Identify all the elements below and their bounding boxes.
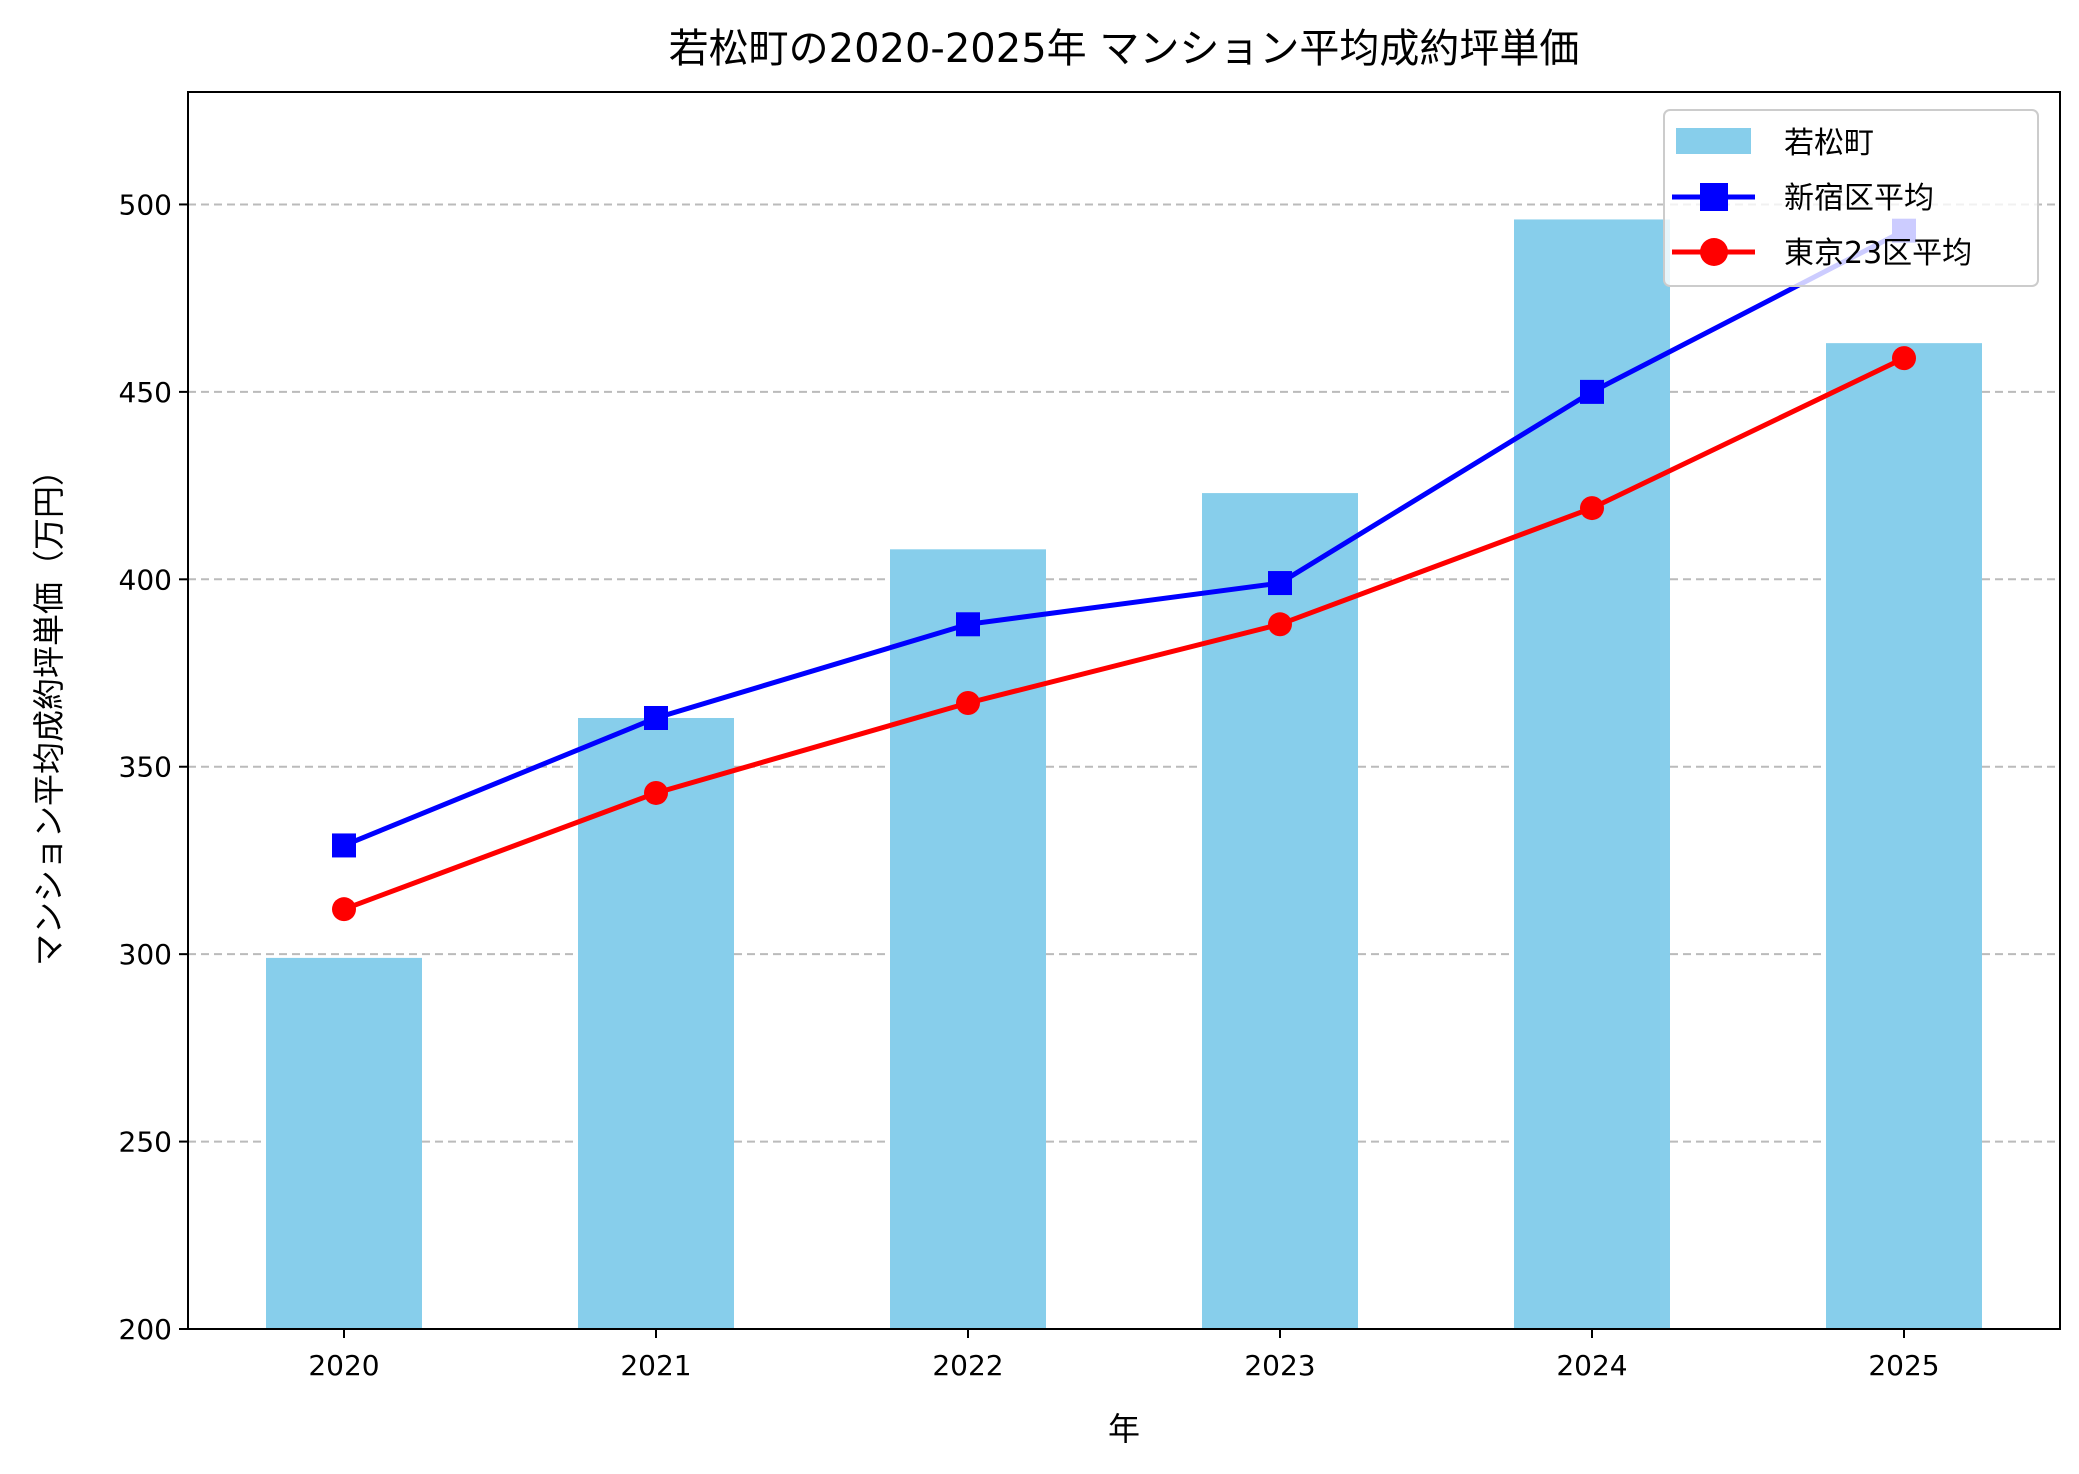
- y-tick-label: 500: [119, 188, 172, 221]
- data-point: [1892, 346, 1916, 371]
- y-tick-label: 450: [119, 376, 172, 409]
- bars: [266, 219, 1982, 1329]
- series-line: [343, 228, 1906, 848]
- x-tick-label: 2025: [1868, 1349, 1939, 1382]
- x-tick-label: 2020: [308, 1349, 379, 1382]
- plot-frame: [187, 91, 2061, 1330]
- legend-label: 新宿区平均: [1784, 181, 1934, 216]
- bar: [1826, 343, 1982, 1329]
- data-point: [1268, 571, 1292, 596]
- legend-box: [1663, 109, 2039, 287]
- lines: [332, 218, 1916, 922]
- y-tick-label: 350: [119, 751, 172, 784]
- y-axis: 200 250 300 350 400 450 500: [119, 188, 188, 1346]
- data-point: [1580, 379, 1604, 404]
- data-point: [1580, 496, 1604, 521]
- y-tick-label: 300: [119, 938, 172, 971]
- data-point: [956, 691, 980, 716]
- x-axis: 2020 2021 2022 2023 2024 2025: [308, 1329, 1940, 1382]
- y-tick-label: 250: [119, 1126, 172, 1159]
- data-point: [1268, 612, 1292, 637]
- x-tick-label: 2021: [620, 1349, 691, 1382]
- y-tick-label: 200: [119, 1313, 172, 1346]
- x-tick-label: 2022: [932, 1349, 1003, 1382]
- legend-label: 東京23区平均: [1784, 236, 1972, 271]
- bar: [578, 717, 734, 1329]
- bar: [890, 549, 1046, 1329]
- legend-swatch: [1676, 128, 1751, 154]
- y-axis-label: マンション平均成約坪単価（万円）: [30, 454, 68, 966]
- bar: [266, 957, 422, 1329]
- data-point: [644, 780, 668, 805]
- x-tick-label: 2023: [1244, 1349, 1315, 1382]
- legend-marker: [1700, 238, 1728, 266]
- data-point: [644, 705, 668, 730]
- legend-label: 若松町: [1784, 126, 1874, 161]
- bar: [1514, 219, 1670, 1329]
- chart-title: 若松町の2020-2025年 マンション平均成約坪単価: [669, 26, 1580, 72]
- data-point: [332, 897, 356, 922]
- x-tick-label: 2024: [1556, 1349, 1627, 1382]
- data-point: [956, 612, 980, 637]
- y-tick-label: 400: [119, 563, 172, 596]
- x-axis-label: 年: [1108, 1410, 1140, 1448]
- legend-marker: [1700, 183, 1728, 211]
- data-point: [332, 833, 356, 858]
- grid: [188, 203, 2060, 1143]
- series-line: [343, 355, 1906, 912]
